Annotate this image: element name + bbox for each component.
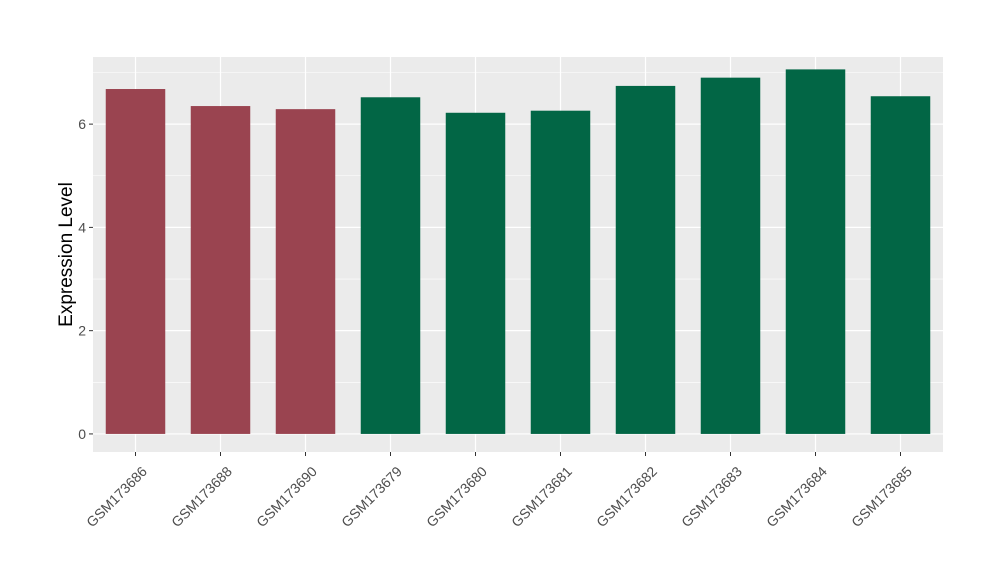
bar-GSM173682: [615, 85, 676, 434]
x-tick-label: GSM173680: [423, 463, 490, 530]
x-tick-label: GSM173682: [593, 463, 660, 530]
bar-GSM173685: [870, 96, 931, 434]
bar-GSM173684: [785, 69, 846, 434]
x-tick-label: GSM173681: [508, 463, 575, 530]
x-tick-label: GSM173684: [763, 463, 830, 530]
bar-GSM173690: [275, 109, 336, 434]
bar-GSM173686: [105, 89, 166, 434]
y-axis-title: Expression Level: [56, 182, 77, 327]
bar-GSM173688: [190, 106, 251, 434]
y-tick-label: 2: [78, 323, 86, 339]
x-tick-label: GSM173688: [168, 463, 235, 530]
y-tick-label: 0: [78, 426, 86, 442]
x-tick-label: GSM173686: [83, 463, 150, 530]
bars: [105, 69, 931, 434]
x-tick-label: GSM173683: [678, 463, 745, 530]
bar-GSM173681: [530, 110, 591, 434]
y-tick-label: 6: [78, 116, 86, 132]
x-tick-label: GSM173685: [848, 463, 915, 530]
x-tick-label: GSM173679: [338, 463, 405, 530]
bar-GSM173683: [700, 77, 761, 434]
y-axis: 0 2 4 6: [78, 116, 93, 442]
y-tick-label: 4: [78, 219, 86, 235]
x-axis: GSM173686 GSM173688 GSM173690 GSM173679 GSM1…: [83, 452, 915, 530]
bar-GSM173679: [360, 97, 421, 434]
x-tick-label: GSM173690: [253, 463, 320, 530]
bar-GSM173680: [445, 112, 506, 434]
